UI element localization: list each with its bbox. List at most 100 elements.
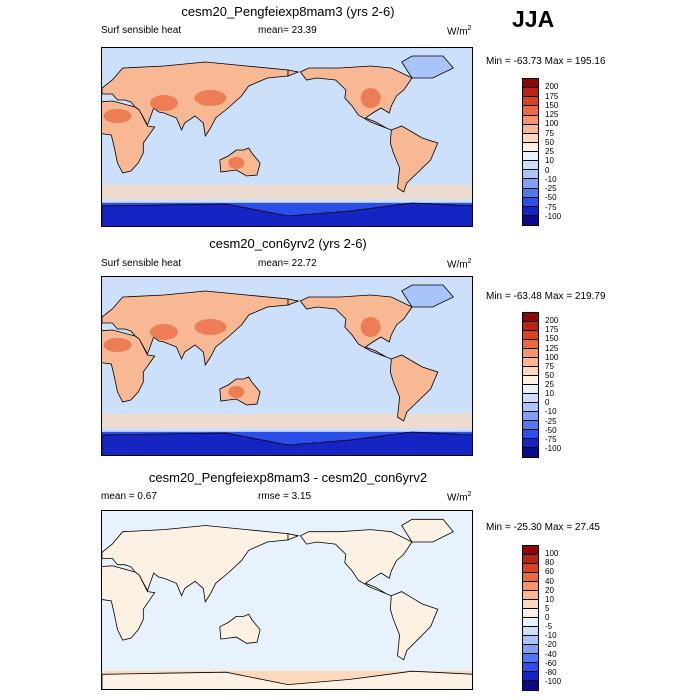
- colorbar-swatch: [523, 115, 538, 125]
- colorbar-swatch: [523, 349, 538, 358]
- colorbar-swatch: [523, 367, 538, 376]
- colorbar-swatch: [523, 197, 538, 207]
- colorbar-tick-label: 0: [545, 398, 550, 408]
- colorbar-swatch: [523, 385, 538, 394]
- heat-maximum: [194, 90, 227, 106]
- land-region: [389, 125, 439, 193]
- colorbar-swatch: [523, 582, 538, 591]
- panel-2-mean-label: mean= 22.72: [258, 258, 317, 269]
- panel-3-title: cesm20_Pengfeiexp8mam3 - cesm20_con6yrv2: [148, 470, 428, 485]
- colorbar-swatch: [523, 161, 538, 171]
- colorbar-tick-label: 175: [545, 325, 559, 335]
- colorbar-tick-label: 100: [545, 119, 559, 129]
- heat-maximum: [360, 317, 381, 337]
- colorbar-swatch: [523, 403, 538, 412]
- colorbar-swatch: [523, 654, 538, 663]
- colorbar-swatch: [523, 79, 538, 89]
- land-region: [299, 65, 413, 131]
- panel-1-variable-label: Surf sensible heat: [101, 25, 182, 36]
- land-region: [102, 431, 472, 455]
- colorbar-swatch: [523, 206, 538, 216]
- panel-2-variable-label: Surf sensible heat: [101, 258, 182, 269]
- panel-3-minmax: Min = -25.30 Max = 27.45: [486, 522, 600, 533]
- colorbar-swatch: [523, 555, 538, 564]
- land-region: [102, 202, 472, 226]
- panel-1-units: W/m2: [447, 25, 472, 38]
- colorbar-swatch: [523, 124, 538, 134]
- colorbar-swatch: [523, 179, 538, 189]
- colorbar-swatch: [523, 106, 538, 116]
- panel-1-minmax: Min = -63.73 Max = 195.16: [486, 56, 606, 67]
- colorbar-tick-label: 175: [545, 91, 559, 101]
- land-region: [401, 284, 454, 308]
- colorbar-tick-label: 10: [545, 389, 554, 399]
- panel-3-rmse-label: rmse = 3.15: [258, 491, 312, 502]
- panel-3-mean-label: mean = 0.67: [101, 491, 157, 502]
- colorbar-tick-label: 150: [545, 334, 559, 344]
- colorbar-swatch: [523, 215, 538, 225]
- season-label: JJA: [512, 6, 555, 32]
- colorbar-tick-label: 200: [545, 316, 559, 326]
- heat-maximum: [228, 157, 245, 169]
- land-region: [299, 294, 413, 360]
- colorbar-swatch: [523, 88, 538, 98]
- colorbar-swatch: [523, 340, 538, 349]
- colorbar-swatch: [523, 600, 538, 609]
- colorbar-tick-label: 10: [545, 156, 554, 166]
- land-region: [299, 529, 413, 597]
- colorbar-tick-label: -50: [545, 193, 557, 203]
- heat-maximum: [150, 95, 178, 111]
- colorbar-swatch: [523, 681, 538, 690]
- colorbar-swatch: [523, 412, 538, 421]
- land-region: [102, 565, 156, 641]
- colorbar-tick-label: -100: [545, 443, 562, 453]
- colorbar-swatch: [523, 133, 538, 143]
- colorbar-tick-label: -75: [545, 202, 557, 212]
- colorbar-tick-label: -5: [545, 622, 553, 632]
- land-region: [389, 591, 439, 661]
- land-region: [287, 69, 300, 77]
- colorbar-swatch: [523, 331, 538, 340]
- land-region: [102, 525, 289, 604]
- colorbar-tick-label: 125: [545, 110, 559, 119]
- colorbar-swatch: [523, 376, 538, 385]
- colorbar-swatch: [523, 663, 538, 672]
- land-region: [401, 518, 454, 543]
- colorbar-tick-label: 25: [545, 380, 554, 389]
- land-region: [389, 354, 439, 422]
- colorbar-tick-label: 100: [545, 352, 559, 362]
- colorbar-tick-label: -75: [545, 434, 557, 444]
- midlatitude-warm-band: [102, 413, 472, 429]
- panel-1-mean-label: mean= 23.39: [258, 25, 317, 36]
- colorbar-swatch: [523, 546, 538, 555]
- colorbar-tick-label: 25: [545, 147, 554, 156]
- panel-2-minmax: Min = -63.48 Max = 219.79: [486, 291, 606, 302]
- midlatitude-warm-band: [102, 184, 472, 200]
- colorbar-swatch: [523, 627, 538, 636]
- colorbar-tick-label: 20: [545, 585, 554, 595]
- panel-1-colorbar: [522, 78, 539, 226]
- colorbar-tick-label: -10: [545, 407, 557, 417]
- colorbar-tick-label: -60: [545, 658, 557, 668]
- colorbar-swatch: [523, 645, 538, 654]
- colorbar-tick-label: 5: [545, 603, 550, 613]
- panel-2-title: cesm20_con6yrv2 (yrs 2-6): [209, 236, 367, 251]
- colorbar-swatch: [523, 421, 538, 430]
- colorbar-tick-label: -100: [545, 211, 562, 221]
- land-region: [287, 533, 300, 541]
- colorbar-swatch: [523, 672, 538, 681]
- colorbar-swatch: [523, 430, 538, 439]
- colorbar-tick-label: -20: [545, 640, 557, 650]
- colorbar-tick-label: -25: [545, 416, 557, 426]
- colorbar-tick-label: -10: [545, 631, 557, 641]
- heat-maximum: [360, 88, 381, 108]
- colorbar-swatch: [523, 322, 538, 331]
- heat-maximum: [150, 324, 178, 340]
- colorbar-tick-label: -40: [545, 649, 557, 659]
- colorbar-tick-label: -50: [545, 425, 557, 435]
- panel-1-map: [101, 47, 473, 227]
- colorbar-swatch: [523, 394, 538, 403]
- colorbar-tick-label: 125: [545, 343, 559, 353]
- colorbar-tick-label: -10: [545, 174, 557, 184]
- colorbar-tick-label: 10: [545, 594, 554, 604]
